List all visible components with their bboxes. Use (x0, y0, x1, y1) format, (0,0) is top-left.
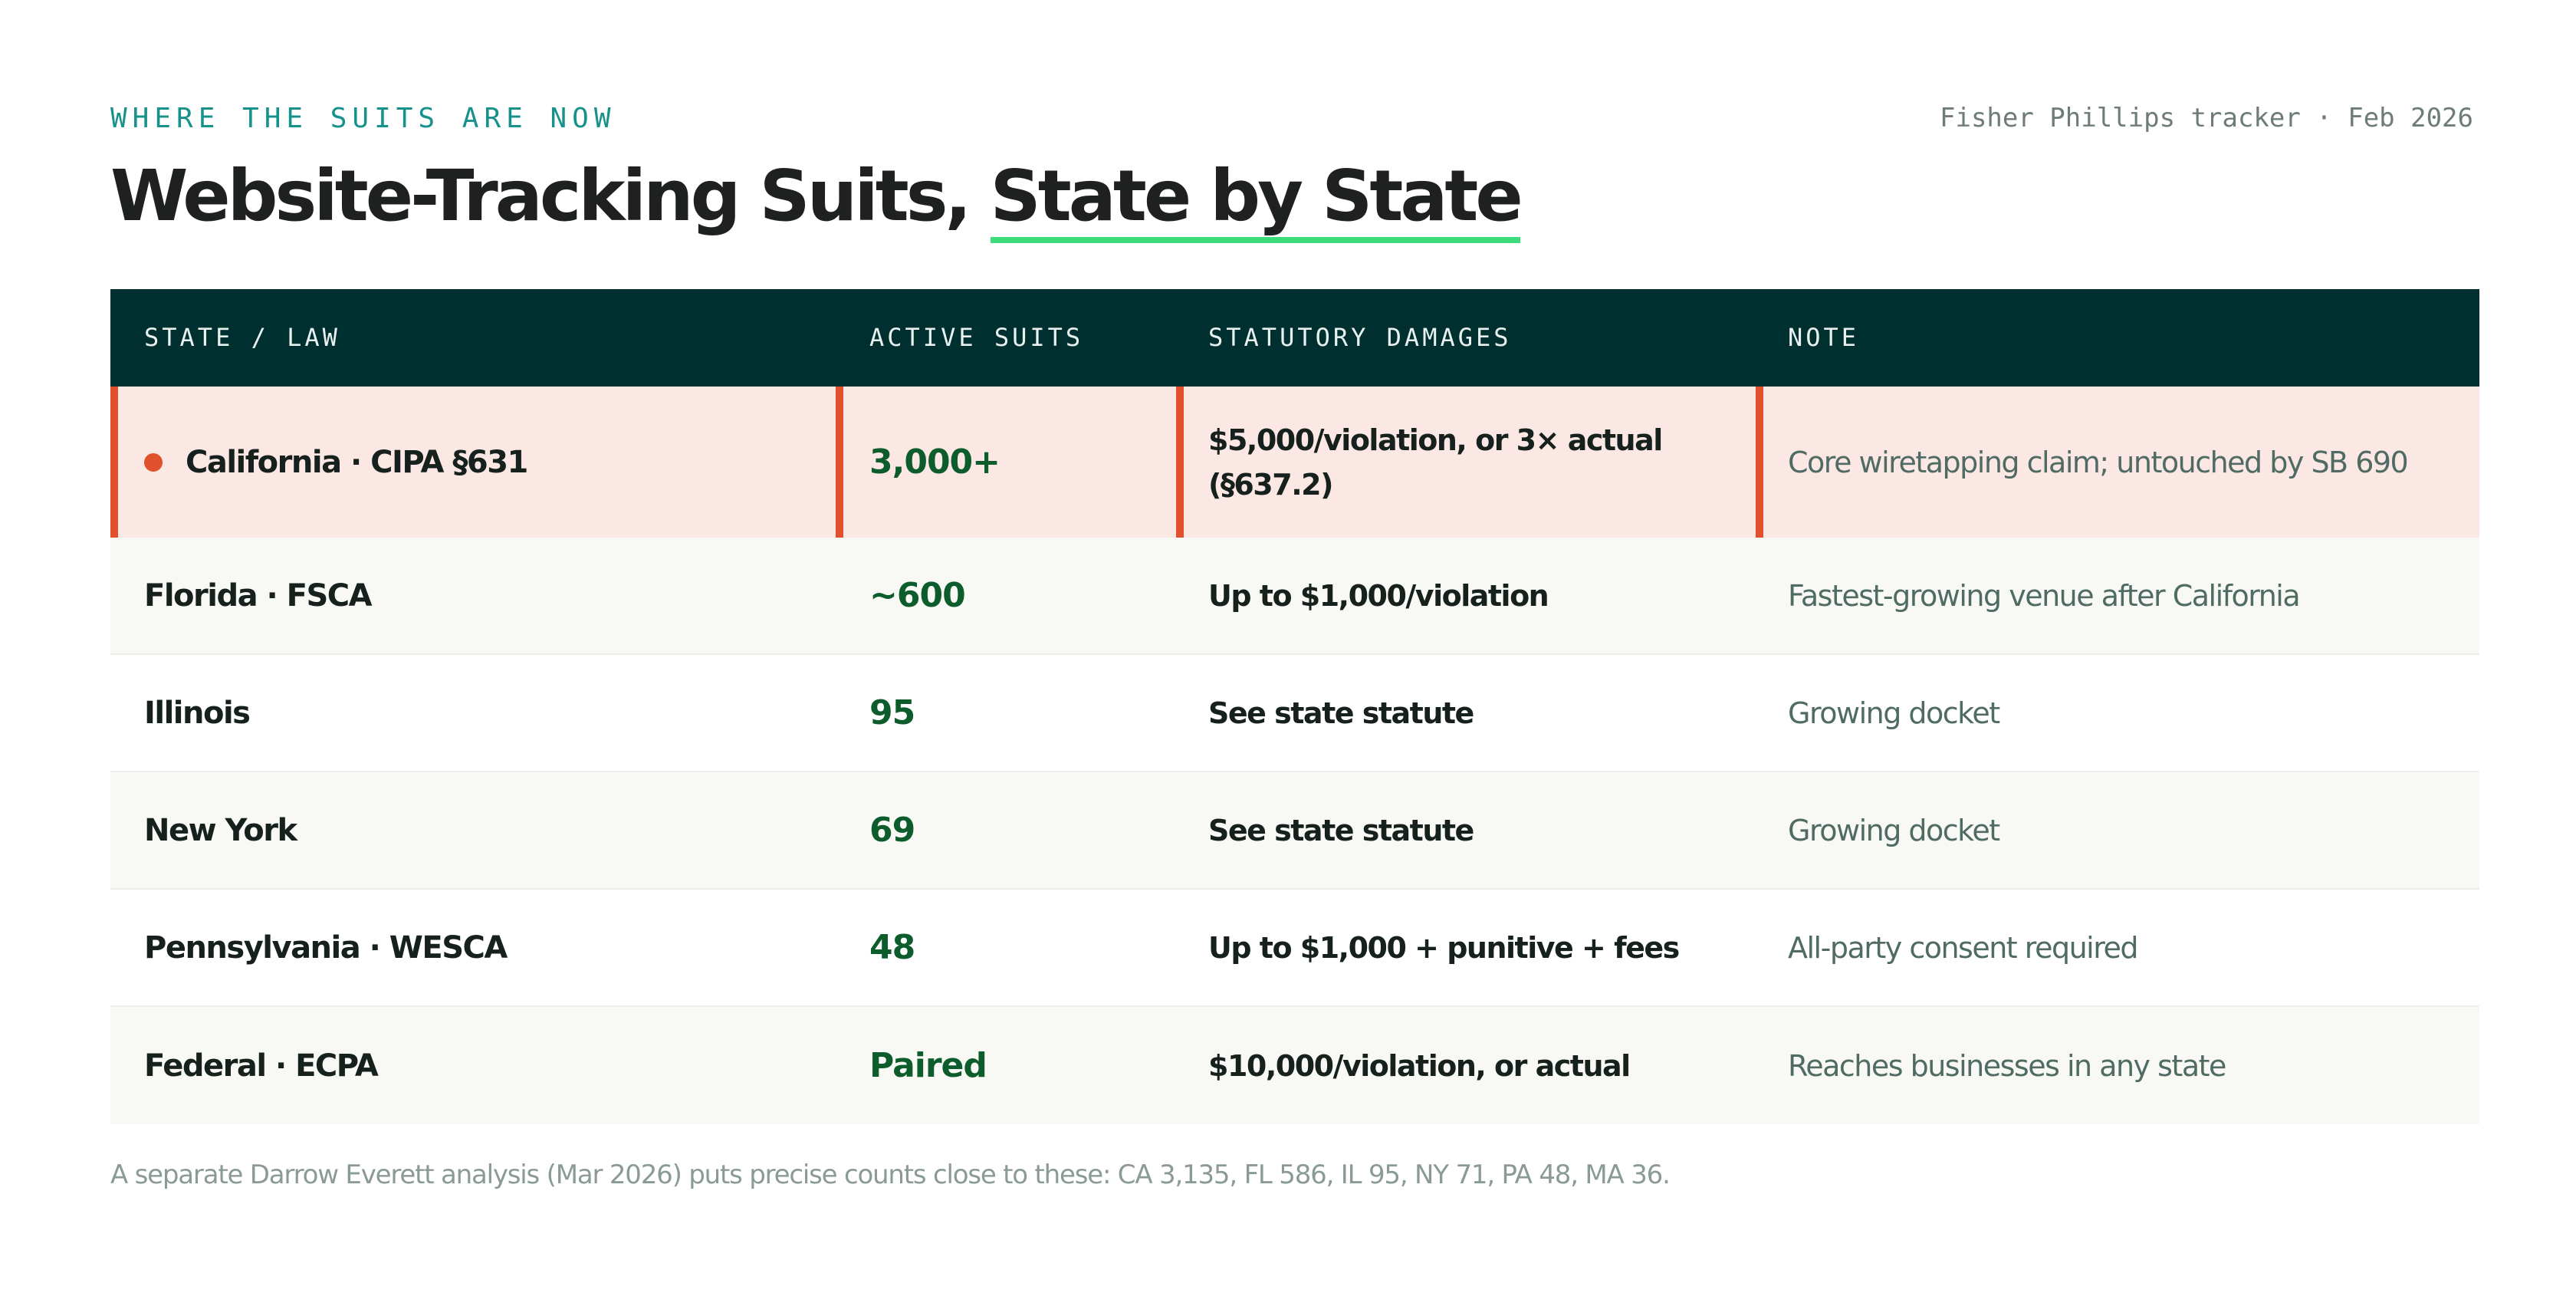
table-row-pennsylvania: Pennsylvania · WESCA 48 Up to $1,000 + p… (110, 890, 2479, 1007)
suits-count: 3,000+ (869, 443, 1001, 482)
title-highlight: State by State (990, 155, 1523, 243)
column-header-state: STATE / LAW (144, 323, 340, 352)
highlight-dot-icon (144, 452, 163, 472)
damages-cell: $10,000/violation, or actual (1208, 1007, 1730, 1124)
table-row-federal: Federal · ECPA Paired $10,000/violation,… (110, 1007, 2479, 1124)
state-label: New York (144, 812, 297, 848)
damages-cell: Up to $1,000/violation (1208, 538, 1730, 653)
note-text: Fastest-growing venue after California (1788, 578, 2301, 613)
state-label: Illinois (144, 695, 251, 731)
table-row-california: California · CIPA §631 3,000+ $5,000/vio… (110, 387, 2479, 538)
source-label: Fisher Phillips tracker · Feb 2026 (1940, 103, 2473, 133)
damages-text: $10,000/violation, or actual (1208, 1048, 1631, 1083)
row-accent-bar (836, 387, 843, 538)
row-accent-bar (1756, 387, 1763, 538)
note-text: Growing docket (1788, 696, 2000, 730)
damages-cell: See state statute (1208, 772, 1730, 888)
table-row-new-york: New York 69 See state statute Growing do… (110, 772, 2479, 890)
state-cell: California · CIPA §631 (144, 387, 528, 538)
suits-count: 69 (869, 811, 915, 850)
page-title: Website-Tracking Suits, State by State (110, 150, 1523, 243)
damages-text: Up to $1,000 + punitive + fees (1208, 930, 1680, 965)
suits-count: 48 (869, 928, 915, 967)
damages-text: See state statute (1208, 696, 1474, 730)
row-accent-bar (1176, 387, 1184, 538)
suits-count: Paired (869, 1046, 987, 1085)
note-text: Growing docket (1788, 813, 2000, 847)
state-label: Florida · FSCA (144, 577, 373, 614)
suits-count: 95 (869, 693, 915, 732)
damages-text: Up to $1,000/violation (1208, 578, 1549, 613)
title-prefix: Website-Tracking Suits, (110, 155, 991, 237)
table-row-florida: Florida · FSCA ~600 Up to $1,000/violati… (110, 538, 2479, 655)
table-row-illinois: Illinois 95 See state statute Growing do… (110, 655, 2479, 772)
damages-cell: See state statute (1208, 655, 1730, 771)
column-header-suits: ACTIVE SUITS (869, 323, 1084, 352)
state-label: Federal · ECPA (144, 1048, 379, 1084)
suits-count: ~600 (869, 576, 966, 615)
state-label: Pennsylvania · WESCA (144, 929, 508, 966)
damages-cell: $5,000/violation, or 3× actual (§637.2) (1208, 387, 1730, 538)
eyebrow-label: WHERE THE SUITS ARE NOW (110, 103, 616, 134)
damages-cell: Up to $1,000 + punitive + fees (1208, 890, 1730, 1005)
table-header: STATE / LAW ACTIVE SUITS STATUTORY DAMAG… (110, 289, 2479, 387)
column-header-note: NOTE (1788, 323, 1860, 352)
column-header-damages: STATUTORY DAMAGES (1208, 323, 1512, 352)
note-text: Core wiretapping claim; untouched by SB … (1788, 445, 2409, 479)
note-text: Reaches businesses in any state (1788, 1048, 2226, 1083)
footnote: A separate Darrow Everett analysis (Mar … (110, 1160, 1671, 1190)
state-label: California · CIPA §631 (186, 444, 528, 480)
note-text: All-party consent required (1788, 930, 2139, 965)
row-accent-bar (110, 387, 118, 538)
suits-table: STATE / LAW ACTIVE SUITS STATUTORY DAMAG… (110, 289, 2479, 1124)
damages-text: See state statute (1208, 813, 1474, 847)
damages-text: $5,000/violation, or 3× actual (§637.2) (1208, 423, 1663, 502)
